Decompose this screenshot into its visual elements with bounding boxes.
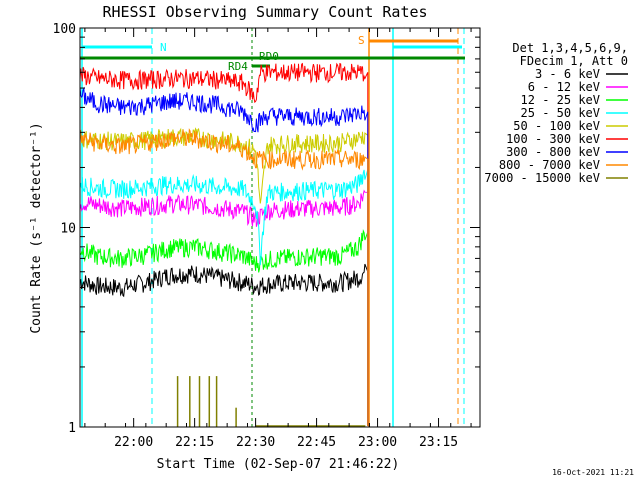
y-axis: 1 10 100 [53, 22, 480, 436]
legend-entry: 12 - 25 keV [521, 93, 600, 107]
legend-entry: 300 - 800 keV [506, 145, 600, 159]
legend-entry: 3 - 6 keV [535, 67, 600, 81]
top-marker-label: S [358, 34, 365, 47]
x-tick-label: 22:45 [297, 435, 336, 450]
y-tick-label: 1 [68, 421, 76, 436]
series-line [79, 86, 369, 426]
x-tick-label: 23:15 [419, 435, 458, 450]
top-marker-label: RD4 [228, 60, 248, 73]
y-tick-label: 100 [53, 22, 76, 37]
top-markers: N RD4 RD0 S [160, 34, 365, 73]
footer-date: 16-Oct-2021 11:21 [552, 468, 634, 477]
series-line [79, 189, 369, 426]
y-tick-label: 10 [60, 222, 76, 237]
x-tick-label: 23:00 [358, 435, 397, 450]
series-line [79, 169, 369, 426]
series-line [79, 228, 369, 426]
y-axis-label: Count Rate (s⁻¹ detector⁻¹) [29, 122, 44, 333]
overlay-lines [80, 28, 465, 427]
series-line [79, 127, 369, 426]
legend-title-line-2: FDecim 1, Att 0 [520, 54, 628, 68]
legend: Det 1,3,4,5,6,9, FDecim 1, Att 0 3 - 6 k… [484, 41, 628, 185]
series-line [79, 128, 369, 426]
top-marker-label: RD0 [259, 50, 279, 63]
series-line [79, 263, 369, 426]
legend-entry: 7000 - 15000 keV [484, 171, 600, 185]
chart-title: RHESSI Observing Summary Count Rates [102, 3, 427, 21]
x-axis-label: Start Time (02-Sep-07 21:46:22) [157, 457, 400, 472]
legend-entry: 100 - 300 keV [506, 132, 600, 146]
x-tick-label: 22:00 [114, 435, 153, 450]
legend-title-line-1: Det 1,3,4,5,6,9, [512, 41, 628, 55]
legend-entry: 6 - 12 keV [528, 80, 600, 94]
plot-frame [79, 27, 481, 428]
x-axis: 22:00 22:15 22:30 22:45 23:00 23:15 [84, 28, 472, 450]
legend-entry: 800 - 7000 keV [499, 158, 600, 172]
series-layer [79, 62, 369, 427]
x-tick-label: 22:15 [175, 435, 214, 450]
x-tick-label: 22:30 [236, 435, 275, 450]
legend-entry: 50 - 100 keV [513, 119, 600, 133]
top-marker-label: N [160, 41, 167, 54]
series-line [79, 62, 369, 426]
legend-entry: 25 - 50 keV [521, 106, 600, 120]
